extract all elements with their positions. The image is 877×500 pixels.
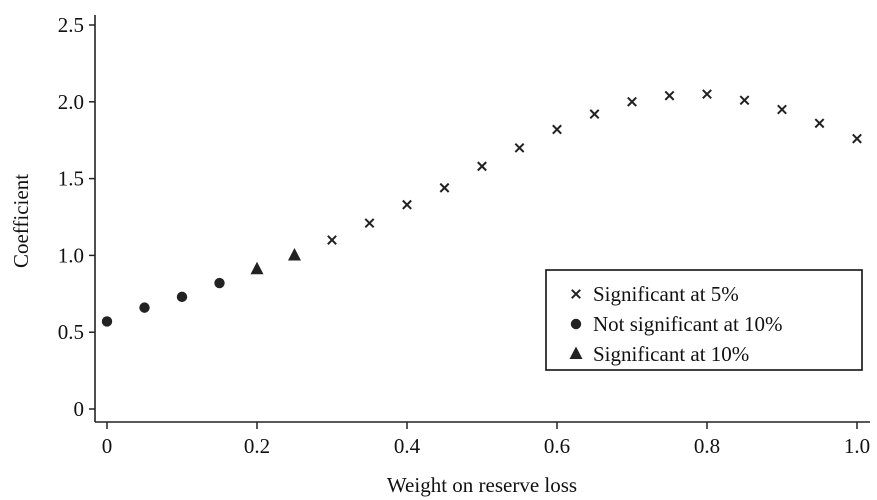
data-point-cross: [402, 199, 412, 210]
legend-marker-circle: [570, 318, 582, 330]
data-point-cross: [364, 218, 375, 229]
data-point-cross: [627, 96, 637, 107]
data-point-triangle: [250, 261, 264, 275]
y-axis-title: Coefficient: [9, 174, 33, 268]
data-point-cross: [702, 89, 712, 100]
legend-box: [545, 269, 863, 371]
legend-label: Not significant at 10%: [593, 312, 783, 336]
legend-marker-triangle: [569, 346, 583, 360]
x-tick-label: 0.8: [694, 434, 720, 458]
legend-label: Significant at 5%: [593, 282, 739, 306]
y-tick-label: 0.5: [58, 320, 84, 344]
data-point-cross: [739, 95, 750, 106]
data-point-triangle: [288, 247, 301, 261]
axes: 0 0.5 1.0 1.5 2.0 2.5 0 0.2 0.4 0.6 0.8 1.0: [58, 13, 870, 458]
x-axis-title: Weight on reserve loss: [387, 473, 577, 497]
y-tick-label: 1.5: [58, 167, 84, 191]
x-tick-label: 0: [102, 434, 113, 458]
y-tick-label: 0: [74, 397, 85, 421]
legend-marker-cross: [571, 289, 581, 299]
y-tick-label: 2.5: [58, 13, 84, 37]
data-point-cross: [552, 124, 562, 135]
data-point-circle: [139, 302, 150, 313]
data-point-cross: [439, 182, 450, 193]
data-point-cross: [514, 142, 525, 153]
x-tick-label: 0.2: [244, 434, 270, 458]
data-point-cross: [777, 104, 787, 115]
data-point-cross: [664, 90, 675, 101]
x-tick-label: 0.4: [394, 434, 421, 458]
data-point-cross: [589, 109, 600, 119]
legend-label: Significant at 10%: [593, 342, 749, 366]
x-tick-label: 0.6: [544, 434, 570, 458]
legend: Significant at 5% Not significant at 10% S…: [545, 269, 863, 371]
data-point-cross: [814, 118, 825, 129]
data-point-circle: [101, 316, 113, 327]
y-tick-label: 1.0: [58, 243, 84, 267]
data-point-cross: [327, 235, 337, 245]
data-point-cross: [477, 161, 487, 172]
data-point-cross: [852, 133, 862, 144]
data-point-circle: [214, 277, 225, 289]
data-point-circle: [176, 291, 188, 303]
data-points: [101, 89, 862, 327]
y-tick-label: 2.0: [58, 90, 84, 114]
x-tick-label: 1.0: [844, 434, 870, 458]
